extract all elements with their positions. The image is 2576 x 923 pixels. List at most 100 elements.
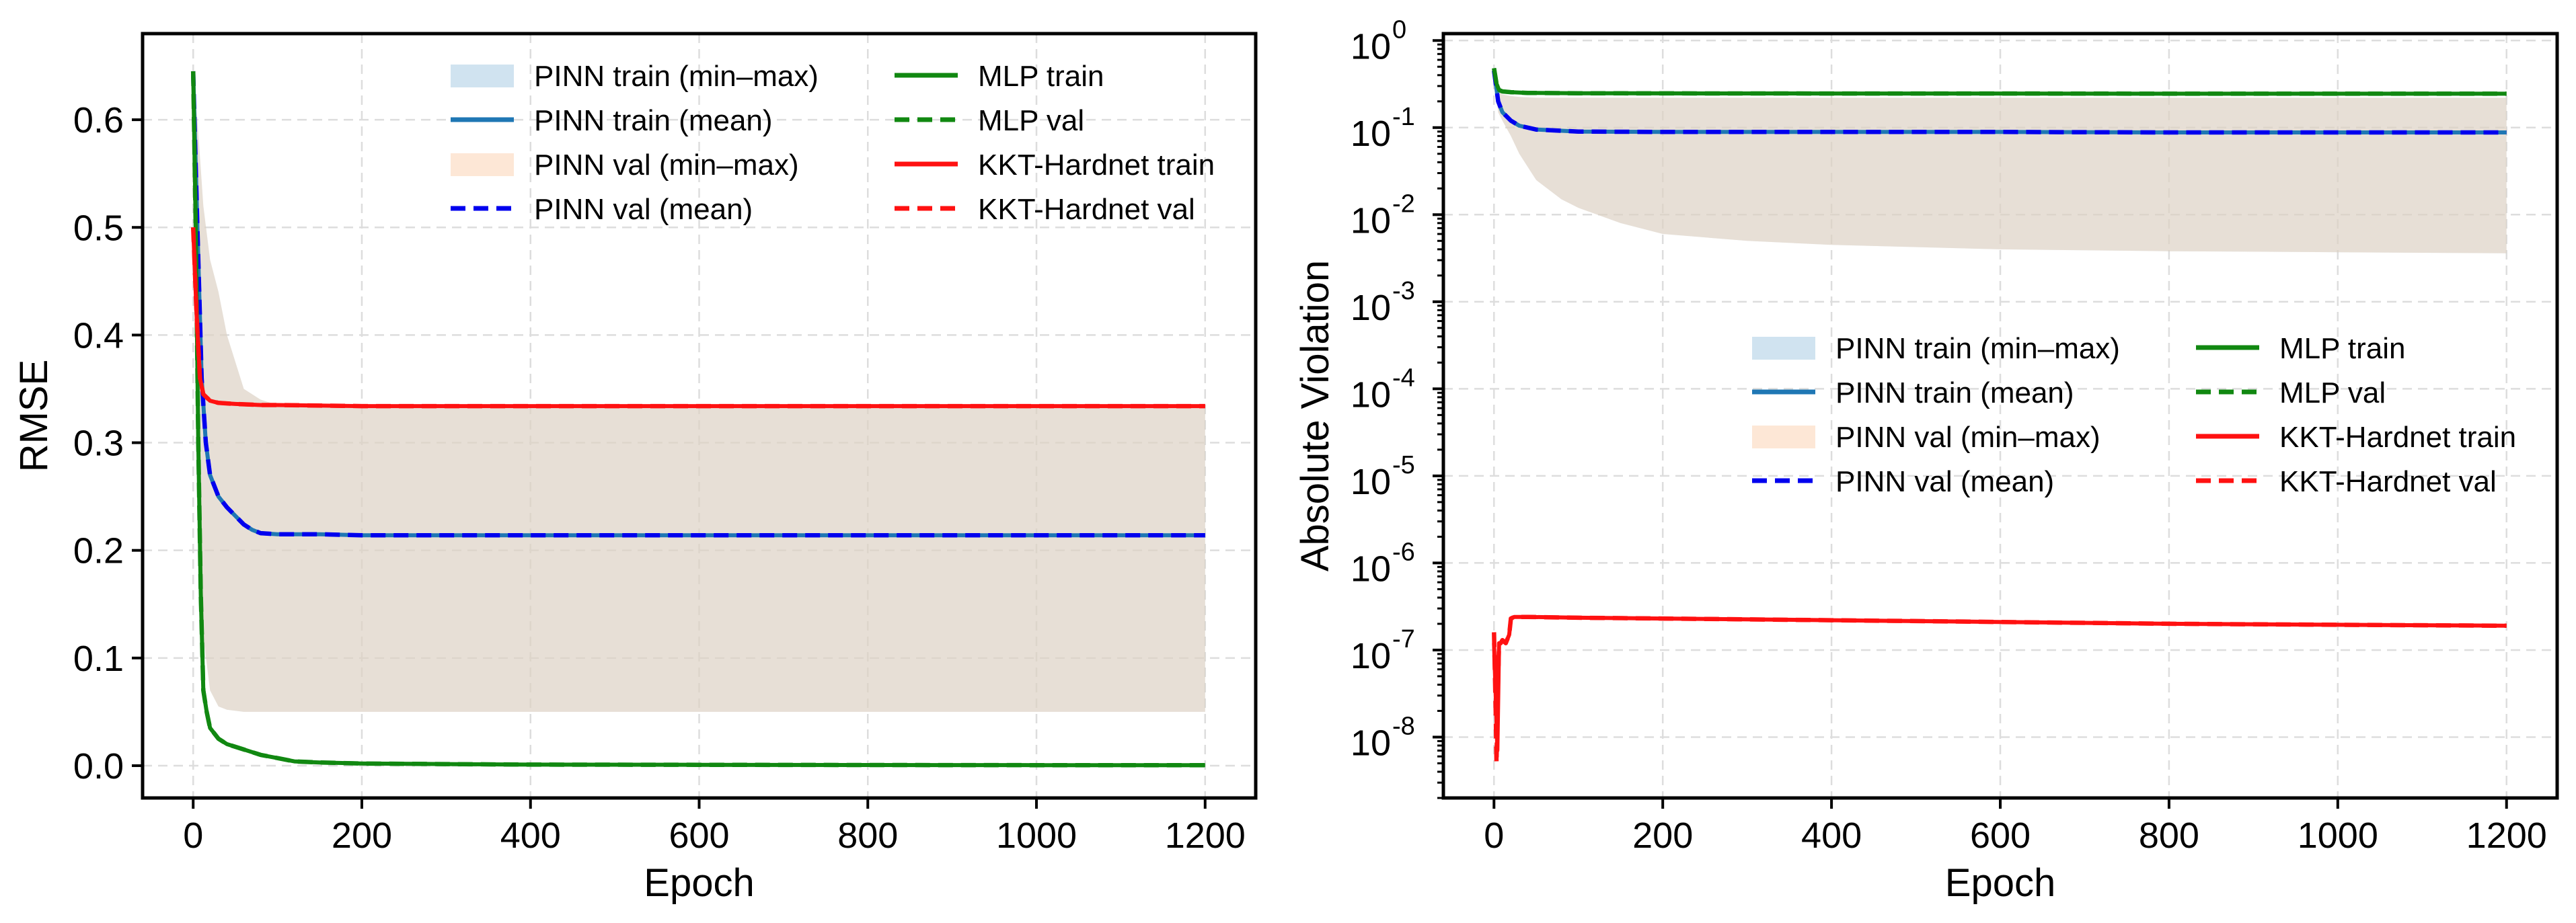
x-axis: 0 200 400 600 800 1000 1200	[183, 798, 1246, 856]
y-tick-label: 10	[1351, 200, 1391, 241]
legend-item-kkt-hardnet-train: KKT-Hardnet train	[895, 149, 1215, 182]
y-tick-label: 10	[1351, 114, 1391, 154]
plot-area	[190, 71, 1205, 768]
x-tick-label: 1000	[2298, 815, 2378, 856]
y-tick-label: 0.4	[73, 315, 124, 356]
y-tick-label: 10	[1351, 26, 1391, 67]
y-tick-label: 0.5	[73, 208, 124, 248]
legend-item-mlp-val: MLP val	[895, 104, 1084, 137]
y-tick-label: 10	[1351, 723, 1391, 763]
line-pinn-val-mean	[1492, 70, 2507, 135]
legend: PINN train (min–max) PINN train (mean) PIN…	[1752, 332, 2516, 498]
legend-item-pinn-val-min-max: PINN val (min–max)	[1752, 421, 2100, 454]
x-tick-label: 0	[1484, 815, 1504, 856]
x-tick-label: 1200	[1165, 815, 1246, 856]
x-tick-label: 800	[837, 815, 898, 856]
legend-item-kkt-hardnet-train: KKT-Hardnet train	[2196, 421, 2516, 454]
legend-label: MLP val	[978, 104, 1084, 137]
band-pinn-val-min-max	[1494, 75, 2507, 253]
x-tick-label: 1200	[2466, 815, 2547, 856]
line-mlp-val	[1492, 67, 2507, 96]
legend-label: PINN train (mean)	[1835, 376, 2074, 409]
y-tick-label: 10	[1351, 288, 1391, 328]
legend-swatch	[1752, 337, 1815, 360]
y-tick-exponent: -2	[1392, 190, 1415, 218]
line-kkt-hardnet-val	[190, 227, 1205, 409]
y-minor-ticks	[1437, 43, 1443, 799]
x-tick-label: 800	[2139, 815, 2199, 856]
band-pinn-train-min-max	[193, 77, 1205, 712]
legend-item-kkt-hardnet-val: KKT-Hardnet val	[2196, 465, 2497, 498]
legend-item-pinn-val-mean: PINN val (mean)	[451, 193, 753, 226]
legend-item-pinn-train-mean: PINN train (mean)	[1752, 376, 2074, 409]
x-axis-label: Epoch	[1945, 861, 2055, 905]
legend-item-pinn-train-mean: PINN train (mean)	[451, 104, 773, 137]
legend-label: PINN train (min–max)	[1835, 332, 2120, 365]
x-axis-label: Epoch	[644, 861, 754, 905]
y-tick-exponent: -5	[1392, 451, 1415, 479]
legend-label: KKT-Hardnet val	[2279, 465, 2497, 498]
x-tick-label: 0	[183, 815, 203, 856]
y-tick-label: 0.2	[73, 531, 124, 571]
plot-area	[1492, 67, 2507, 766]
legend-label: KKT-Hardnet train	[978, 149, 1215, 182]
legend-label: MLP train	[978, 60, 1104, 93]
legend-item-mlp-val: MLP val	[2196, 376, 2386, 409]
legend-label: PINN val (min–max)	[1835, 421, 2100, 454]
y-axis-label: RMSE	[12, 360, 56, 473]
legend-swatch	[1752, 426, 1815, 448]
violation-chart: 0 200 400 600 800 1000 1200Epoch10-810-710-610…	[1293, 15, 2559, 905]
line-mlp-val	[190, 71, 1205, 768]
x-tick-label: 400	[1801, 815, 1862, 856]
y-tick-exponent: -8	[1392, 712, 1415, 740]
legend-item-pinn-train-min-max: PINN train (min–max)	[1752, 332, 2120, 365]
y-axis: 0.0 0.1 0.2 0.3 0.4 0.5 0.6	[73, 100, 143, 787]
legend: PINN train (min–max) PINN train (mean) PIN…	[451, 60, 1215, 226]
line-pinn-val-mean	[190, 71, 1205, 538]
band-pinn-train-min-max	[1494, 75, 2507, 253]
x-tick-label: 400	[500, 815, 561, 856]
legend-item-mlp-train: MLP train	[2196, 332, 2406, 365]
legend-item-pinn-train-min-max: PINN train (min–max)	[451, 60, 819, 93]
legend-label: PINN train (min–max)	[534, 60, 819, 93]
legend-label: PINN val (mean)	[534, 193, 753, 226]
legend-label: KKT-Hardnet val	[978, 193, 1195, 226]
rmse-chart: 0 200 400 600 800 1000 1200Epoch0.00.10.20.30.…	[12, 32, 1258, 905]
legend-label: KKT-Hardnet train	[2279, 421, 2516, 454]
x-tick-label: 600	[669, 815, 729, 856]
legend-label: MLP train	[2279, 332, 2406, 365]
legend-item-kkt-hardnet-val: KKT-Hardnet val	[895, 193, 1195, 226]
y-tick-label: 0.0	[73, 746, 124, 787]
x-axis: 0 200 400 600 800 1000 1200	[1484, 798, 2547, 856]
legend-label: PINN val (mean)	[1835, 465, 2054, 498]
y-tick-exponent: -3	[1392, 277, 1415, 305]
grid	[1443, 34, 2557, 798]
band-pinn-val-min-max	[193, 77, 1205, 712]
y-tick-label: 0.3	[73, 424, 124, 464]
x-tick-label: 600	[1970, 815, 2031, 856]
y-tick-exponent: -4	[1392, 364, 1415, 392]
y-tick-exponent: -1	[1392, 103, 1415, 131]
y-tick-label: 10	[1351, 462, 1391, 502]
legend-label: MLP val	[2279, 376, 2386, 409]
x-tick-label: 200	[332, 815, 392, 856]
y-tick-label: 0.1	[73, 639, 124, 679]
y-tick-label: 0.6	[73, 100, 124, 141]
legend-item-mlp-train: MLP train	[895, 60, 1104, 93]
legend-label: PINN train (mean)	[534, 104, 773, 137]
legend-swatch	[451, 153, 514, 176]
legend-swatch	[451, 65, 514, 87]
x-tick-label: 200	[1632, 815, 1693, 856]
x-tick-label: 1000	[996, 815, 1077, 856]
legend-item-pinn-val-min-max: PINN val (min–max)	[451, 149, 799, 182]
y-axis-label: Absolute Violation	[1293, 260, 1337, 571]
line-kkt-hardnet-val	[1492, 614, 2507, 766]
y-tick-exponent: 0	[1392, 15, 1406, 44]
legend-label: PINN val (min–max)	[534, 149, 799, 182]
y-tick-label: 10	[1351, 374, 1391, 415]
y-tick-label: 10	[1351, 636, 1391, 676]
y-tick-exponent: -7	[1392, 625, 1415, 653]
